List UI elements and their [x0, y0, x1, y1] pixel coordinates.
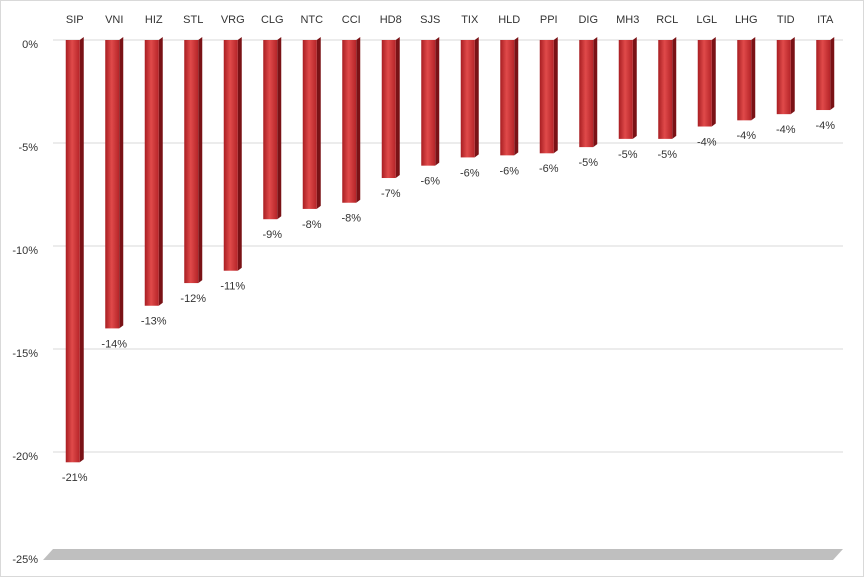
- bar: [105, 40, 120, 329]
- bar-side: [79, 37, 84, 463]
- x-tick-label: MH3: [616, 14, 639, 26]
- data-label: -6%: [499, 165, 519, 177]
- bar: [697, 40, 712, 127]
- y-tick-label: -25%: [12, 554, 38, 566]
- x-tick-label: DIG: [578, 14, 598, 26]
- x-tick-label: HD8: [380, 14, 402, 26]
- floor: [43, 549, 843, 560]
- x-tick-label: RCL: [656, 14, 678, 26]
- bar-side: [790, 37, 795, 115]
- x-tick-label: ITA: [817, 14, 834, 26]
- bar: [144, 40, 159, 306]
- bar: [618, 40, 633, 139]
- data-label: -8%: [302, 219, 322, 231]
- bar-side: [830, 37, 835, 111]
- y-tick-label: -15%: [12, 348, 38, 360]
- bar: [460, 40, 475, 158]
- bar: [421, 40, 436, 166]
- data-label: -6%: [460, 167, 480, 179]
- bar-side: [119, 37, 124, 329]
- bar: [776, 40, 791, 115]
- bar-side: [553, 37, 558, 154]
- x-tick-label: LGL: [696, 14, 717, 26]
- bar: [539, 40, 554, 154]
- y-tick-label: -5%: [18, 142, 38, 154]
- x-tick-label: HLD: [498, 14, 520, 26]
- x-tick-label: STL: [183, 14, 203, 26]
- bar-side: [277, 37, 282, 220]
- x-tick-label: NTC: [300, 14, 323, 26]
- y-tick-label: 0%: [22, 39, 38, 51]
- data-label: -11%: [220, 281, 245, 293]
- bar: [302, 40, 317, 209]
- x-tick-label: SIP: [66, 14, 84, 26]
- x-tick-label: SJS: [420, 14, 440, 26]
- x-tick-label: VRG: [221, 14, 245, 26]
- data-label: -6%: [539, 163, 559, 175]
- bar: [263, 40, 278, 220]
- x-tick-label: TID: [777, 14, 795, 26]
- data-label: -4%: [776, 124, 796, 136]
- bar: [65, 40, 80, 463]
- bar-side: [632, 37, 637, 139]
- bar: [184, 40, 199, 284]
- x-tick-label: HIZ: [145, 14, 163, 26]
- x-tick-label: CLG: [261, 14, 284, 26]
- bar-side: [751, 37, 756, 121]
- bar: [500, 40, 515, 156]
- bar-side: [514, 37, 519, 156]
- bar-side: [711, 37, 716, 127]
- y-tick-label: -10%: [12, 245, 38, 257]
- bar-side: [672, 37, 677, 139]
- bar-side: [474, 37, 479, 158]
- bar-side: [593, 37, 598, 148]
- data-label: -7%: [381, 188, 401, 200]
- bar: [658, 40, 673, 139]
- bar: [223, 40, 238, 271]
- bar-side: [435, 37, 440, 166]
- bar-side: [198, 37, 203, 284]
- y-tick-label: -20%: [12, 451, 38, 463]
- data-label: -21%: [62, 472, 88, 484]
- x-tick-label: LHG: [735, 14, 758, 26]
- x-tick-label: TIX: [461, 14, 479, 26]
- data-label: -4%: [697, 136, 717, 148]
- data-label: -5%: [657, 149, 677, 161]
- data-label: -9%: [262, 229, 282, 241]
- bar: [381, 40, 396, 179]
- x-tick-label: CCI: [342, 14, 361, 26]
- bar-side: [237, 37, 242, 271]
- bar: [816, 40, 831, 111]
- data-label: -14%: [101, 338, 127, 350]
- bar-side: [395, 37, 400, 179]
- bar: [579, 40, 594, 148]
- data-label: -8%: [341, 213, 361, 225]
- x-tick-label: PPI: [540, 14, 558, 26]
- bar: [342, 40, 357, 203]
- bar-side: [158, 37, 163, 306]
- data-label: -12%: [180, 293, 206, 305]
- bar-side: [356, 37, 361, 203]
- data-label: -13%: [141, 316, 167, 328]
- data-label: -4%: [736, 130, 756, 142]
- bar: [737, 40, 752, 121]
- data-label: -6%: [420, 176, 440, 188]
- data-label: -5%: [618, 149, 638, 161]
- x-tick-label: VNI: [105, 14, 123, 26]
- data-label: -4%: [815, 120, 835, 132]
- data-label: -5%: [578, 157, 598, 169]
- bar-side: [316, 37, 321, 209]
